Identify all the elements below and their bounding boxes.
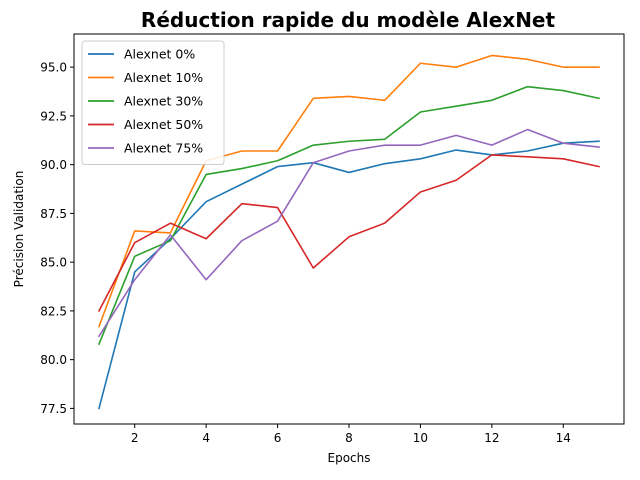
series-layer [97, 54, 600, 410]
x-axis: 2 4 6 8 10 12 14 [131, 424, 571, 445]
series-line-5 [97, 128, 600, 338]
series-line-1 [98, 140, 600, 410]
y-tick-label: 90.0 [40, 158, 67, 172]
legend-label: Alexnet 75% [124, 141, 203, 156]
x-tick-label: 2 [131, 431, 139, 445]
x-tick-label: 14 [556, 431, 571, 445]
legend-box [81, 40, 225, 165]
series-line-4 [97, 154, 600, 312]
legend-label: Alexnet 10% [124, 70, 203, 85]
y-tick-label: 80.0 [40, 353, 67, 367]
legend-label: Alexnet 50% [124, 117, 203, 132]
x-axis-label: Epochs [328, 451, 371, 465]
x-tick-label: 10 [413, 431, 428, 445]
legend: Alexnet 0% Alexnet 10% Alexnet 30% Alexnet … [81, 40, 225, 165]
y-tick-label: 85.0 [40, 256, 67, 270]
legend-label: Alexnet 30% [124, 94, 203, 109]
x-tick-label: 8 [345, 431, 353, 445]
x-tick-label: 4 [202, 431, 210, 445]
legend-label: Alexnet 0% [124, 47, 195, 62]
chart-title: Réduction rapide du modèle AlexNet [141, 8, 556, 32]
x-tick-label: 6 [274, 431, 282, 445]
y-tick-label: 77.5 [40, 402, 67, 416]
y-tick-label: 87.5 [40, 207, 67, 221]
series-line-3 [97, 85, 600, 346]
x-tick-label: 12 [484, 431, 499, 445]
y-tick-label: 95.0 [40, 61, 67, 75]
y-tick-label: 82.5 [40, 304, 67, 318]
series-line-2 [97, 54, 600, 328]
y-tick-label: 92.5 [40, 109, 67, 123]
y-axis: 77.5 80.0 82.5 85.0 87.5 90.0 92.5 95.0 [40, 61, 74, 416]
y-axis-label: Précision Validation [12, 171, 26, 288]
